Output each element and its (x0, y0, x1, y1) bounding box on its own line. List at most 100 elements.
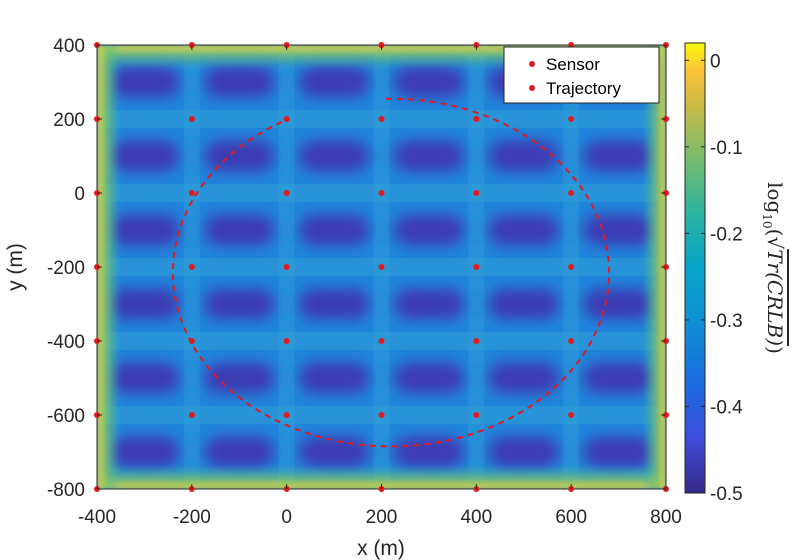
colorbar-tick-label: -0.4 (710, 397, 743, 418)
heatmap-minima (109, 66, 654, 468)
heatmap-minimum-cell (583, 140, 654, 172)
legend-trajectory-marker (529, 85, 535, 91)
heatmap-minimum-cell (204, 362, 275, 394)
legend: Sensor Trajectory (503, 46, 660, 104)
heatmap-minimum-cell (393, 214, 465, 246)
heatmap-minimum-cell (298, 362, 370, 394)
heatmap-minimum-cell (204, 288, 275, 320)
x-axis-label: x (m) (357, 537, 405, 560)
colorbar-tick-label: -0.5 (710, 484, 743, 505)
legend-sensor-marker (529, 61, 535, 67)
sensor-point (188, 412, 195, 418)
y-tick-label: 400 (53, 36, 85, 57)
heatmap-minimum-cell (204, 214, 275, 246)
colorbar-tick-label: -0.2 (710, 224, 743, 245)
svg-text:log10(√Tr(CRLB)): log10(√Tr(CRLB)) (760, 182, 787, 354)
sensor-point (378, 412, 385, 418)
sensor-point (568, 412, 575, 418)
sensor-point (568, 116, 575, 122)
heatmap-minimum-cell (393, 362, 465, 394)
y-tick-label: 200 (53, 110, 85, 131)
x-tick-label: -200 (173, 507, 211, 528)
y-tick-label: -200 (47, 258, 85, 279)
colorbar: 0 -0.1 -0.2 -0.3 -0.4 -0.5 log10(√Tr(CRLB)) (684, 42, 787, 505)
heatmap-minimum-cell (393, 66, 465, 98)
sensor-point (188, 116, 195, 122)
heatmap-minimum-cell (393, 288, 465, 320)
heatmap-minimum-cell (583, 214, 654, 246)
x-tick-label: 400 (460, 507, 492, 528)
legend-box (503, 46, 660, 104)
heatmap-minimum-cell (583, 362, 654, 394)
sensor-point (283, 116, 290, 122)
sensor-layer (94, 42, 669, 492)
heatmap-minimum-cell (109, 214, 180, 246)
heatmap-minimum-cell (109, 66, 180, 98)
sensor-point (473, 338, 480, 344)
sensor-point (378, 190, 385, 196)
y-axis-label: y (m) (4, 243, 27, 291)
tick-layer: -400 -200 0 200 400 600 800 -800 -600 -400 -200 0 20… (47, 36, 682, 528)
y-tick-label: 0 (74, 184, 85, 205)
sensor-point (473, 190, 480, 196)
heatmap-minimum-cell (109, 288, 180, 320)
heatmap-minimum-cell (298, 66, 370, 98)
colorbar-label-sub: 10 (760, 213, 774, 228)
sensor-point (283, 264, 290, 270)
colorbar-tick-label: -0.1 (710, 138, 743, 159)
heatmap-minimum-cell (298, 288, 370, 320)
heatmap-minimum-cell (583, 436, 654, 468)
x-tick-label: 800 (650, 507, 682, 528)
sensor-point (283, 412, 290, 418)
legend-trajectory-label: Trajectory (546, 79, 621, 98)
heatmap-minimum-cell (109, 140, 180, 172)
sensor-point (188, 338, 195, 344)
x-tick-label: -400 (78, 507, 116, 528)
heatmap-minimum-cell (298, 214, 370, 246)
legend-sensor-label: Sensor (546, 55, 600, 74)
sensor-point (378, 264, 385, 270)
sensor-point (283, 338, 290, 344)
sensor-point (378, 116, 385, 122)
sensor-point (568, 190, 575, 196)
trajectory-layer (171, 97, 611, 448)
sensor-point (473, 264, 480, 270)
colorbar-label-arg: Tr(CRLB) (763, 249, 787, 346)
heatmap-minimum-cell (109, 436, 180, 468)
heatmap-minimum-cell (393, 436, 465, 468)
heatmap-minimum-cell (488, 436, 559, 468)
heatmap-minimum-cell (488, 214, 559, 246)
colorbar-label: log10(√Tr(CRLB)) (760, 182, 787, 354)
heatmap-minimum-cell (583, 288, 654, 320)
sensor-point (283, 190, 290, 196)
sensor-point (188, 190, 195, 196)
colorbar-tick-label: 0 (710, 51, 721, 72)
sensor-point (473, 412, 480, 418)
trajectory-line (171, 97, 611, 448)
heatmap-minimum-cell (488, 362, 559, 394)
heatmap-minimum-cell (488, 288, 559, 320)
x-tick-label: 600 (555, 507, 587, 528)
x-tick-label: 200 (366, 507, 398, 528)
heatmap-minimum-cell (298, 436, 370, 468)
colorbar-ticks: 0 -0.1 -0.2 -0.3 -0.4 -0.5 (685, 51, 743, 505)
heatmap-minimum-cell (204, 140, 275, 172)
y-tick-label: -400 (47, 332, 85, 353)
colorbar-gradient (684, 42, 706, 494)
heatmap-minimum-cell (109, 362, 180, 394)
sensor-point (378, 338, 385, 344)
heatmap-minimum-cell (393, 140, 465, 172)
heatmap-minimum-cell (488, 140, 559, 172)
heatmap-minimum-cell (204, 436, 275, 468)
y-tick-label: -800 (47, 480, 85, 501)
heatmap-minimum-cell (204, 66, 275, 98)
sensor-point (473, 116, 480, 122)
colorbar-label-log: log (763, 182, 787, 213)
heatmap-minimum-cell (298, 140, 370, 172)
sensor-point (188, 264, 195, 270)
sensor-point (568, 338, 575, 344)
y-tick-label: -600 (47, 406, 85, 427)
colorbar-tick-label: -0.3 (710, 311, 743, 332)
x-tick-label: 0 (281, 507, 292, 528)
